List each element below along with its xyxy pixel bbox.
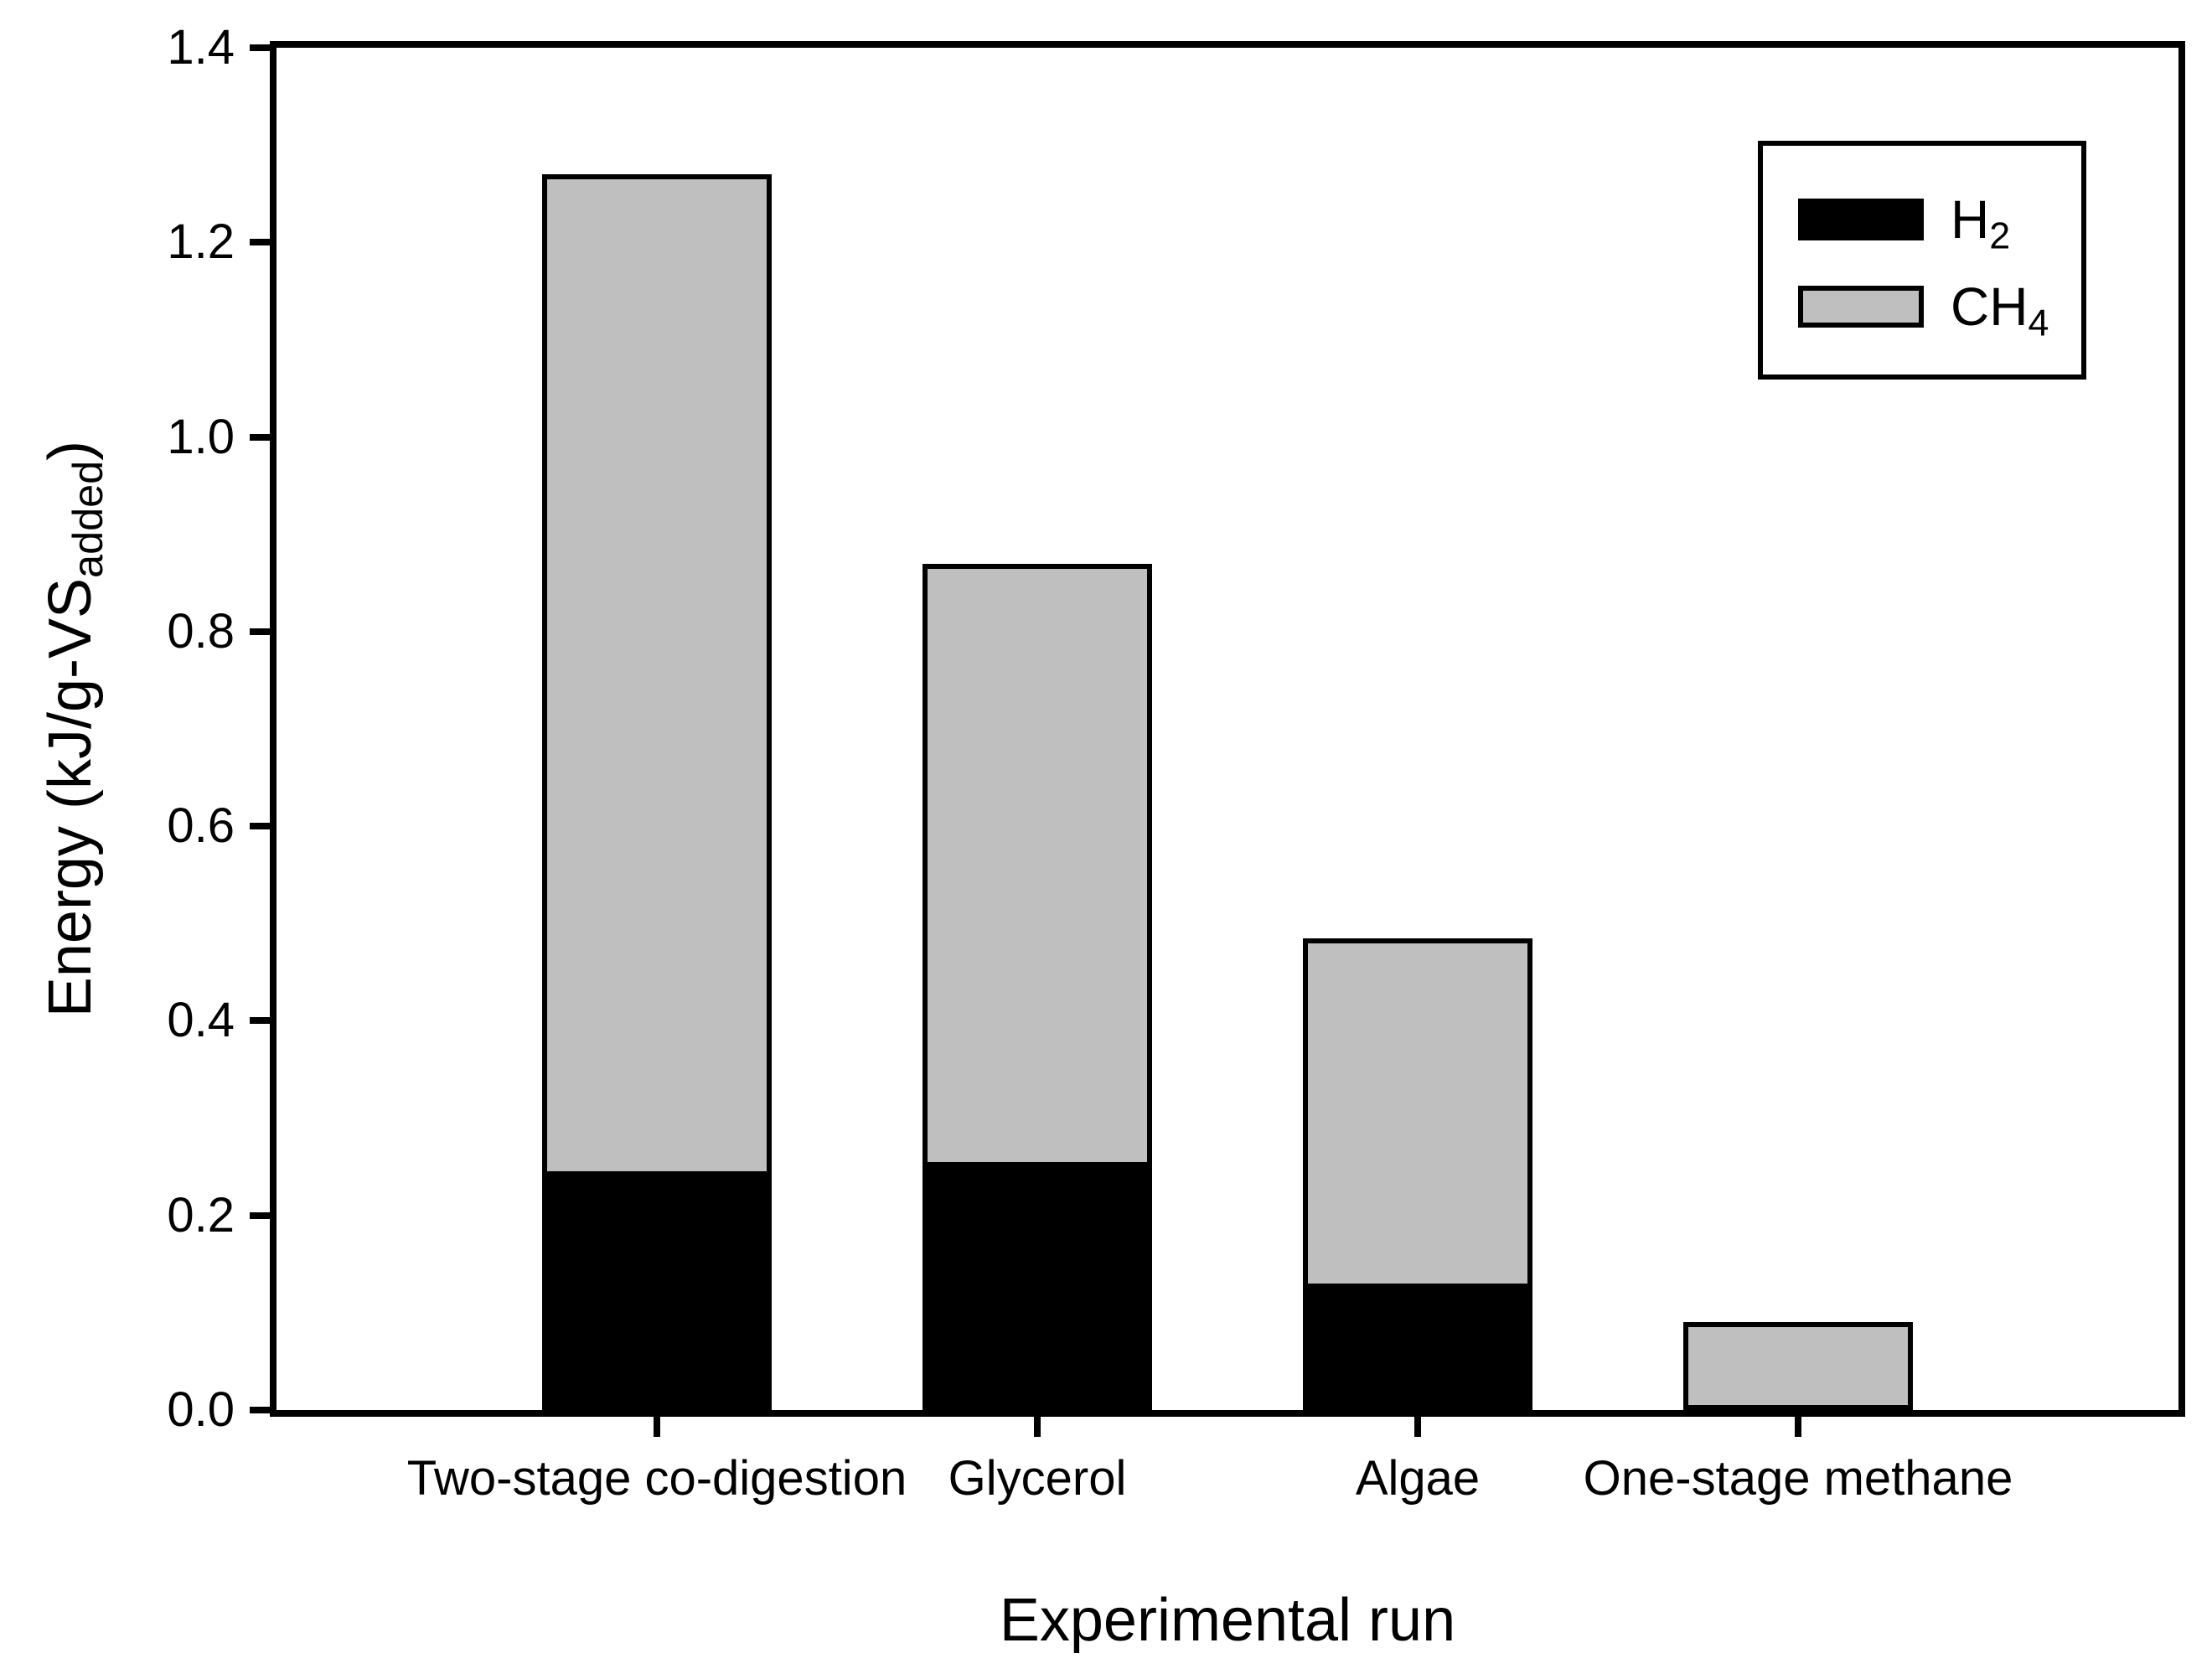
x-axis-title: Experimental run — [999, 1587, 1456, 1654]
legend-label-ch4: CH4 — [1951, 276, 2049, 344]
legend-swatch-ch4 — [1798, 286, 1924, 328]
y-tick — [250, 44, 270, 51]
x-category-label: Algae — [1355, 1451, 1481, 1506]
y-tick — [250, 433, 270, 441]
x-tick — [654, 1417, 660, 1437]
x-category-label: Two-stage co-digestion — [406, 1451, 907, 1506]
y-tick-label: 1.4 — [167, 20, 235, 75]
legend-swatch-h2 — [1798, 199, 1924, 240]
y-tick — [250, 1407, 270, 1413]
x-tick — [1795, 1417, 1801, 1437]
y-tick-label: 0.8 — [167, 603, 235, 659]
y-tick-label: 0.2 — [167, 1187, 235, 1242]
legend-label-h2: H2 — [1951, 189, 2011, 257]
y-tick-label: 0.4 — [167, 993, 235, 1048]
plot-area — [270, 41, 2185, 1417]
legend-item: H2 — [1798, 189, 2011, 257]
bar-segment-ch4 — [923, 563, 1152, 1167]
y-tick — [250, 1017, 270, 1025]
y-tick-label: 0.6 — [167, 798, 235, 854]
legend: H2 CH4 — [1758, 141, 2086, 380]
bar-segment-h2 — [542, 1176, 772, 1410]
x-tick — [1034, 1417, 1041, 1437]
bar-segment-ch4 — [542, 173, 772, 1177]
y-tick — [250, 628, 270, 635]
x-category-label: Glycerol — [948, 1451, 1127, 1506]
y-tick — [250, 1211, 270, 1219]
y-tick-label: 0.0 — [167, 1382, 235, 1437]
y-tick-label: 1.2 — [167, 214, 235, 270]
bar-segment-ch4 — [1303, 938, 1532, 1289]
bar-segment-h2 — [1303, 1288, 1532, 1410]
y-tick — [250, 823, 270, 830]
y-axis-title: Energy (kJ/g-VSadded) — [37, 440, 112, 1018]
y-tick — [250, 239, 270, 246]
bar-segment-ch4 — [1683, 1322, 1913, 1410]
y-tick-label: 1.0 — [167, 409, 235, 464]
x-category-label: One-stage methane — [1583, 1451, 2013, 1506]
x-tick — [1414, 1417, 1421, 1437]
legend-item: CH4 — [1798, 276, 2049, 344]
bar-segment-h2 — [923, 1166, 1152, 1410]
